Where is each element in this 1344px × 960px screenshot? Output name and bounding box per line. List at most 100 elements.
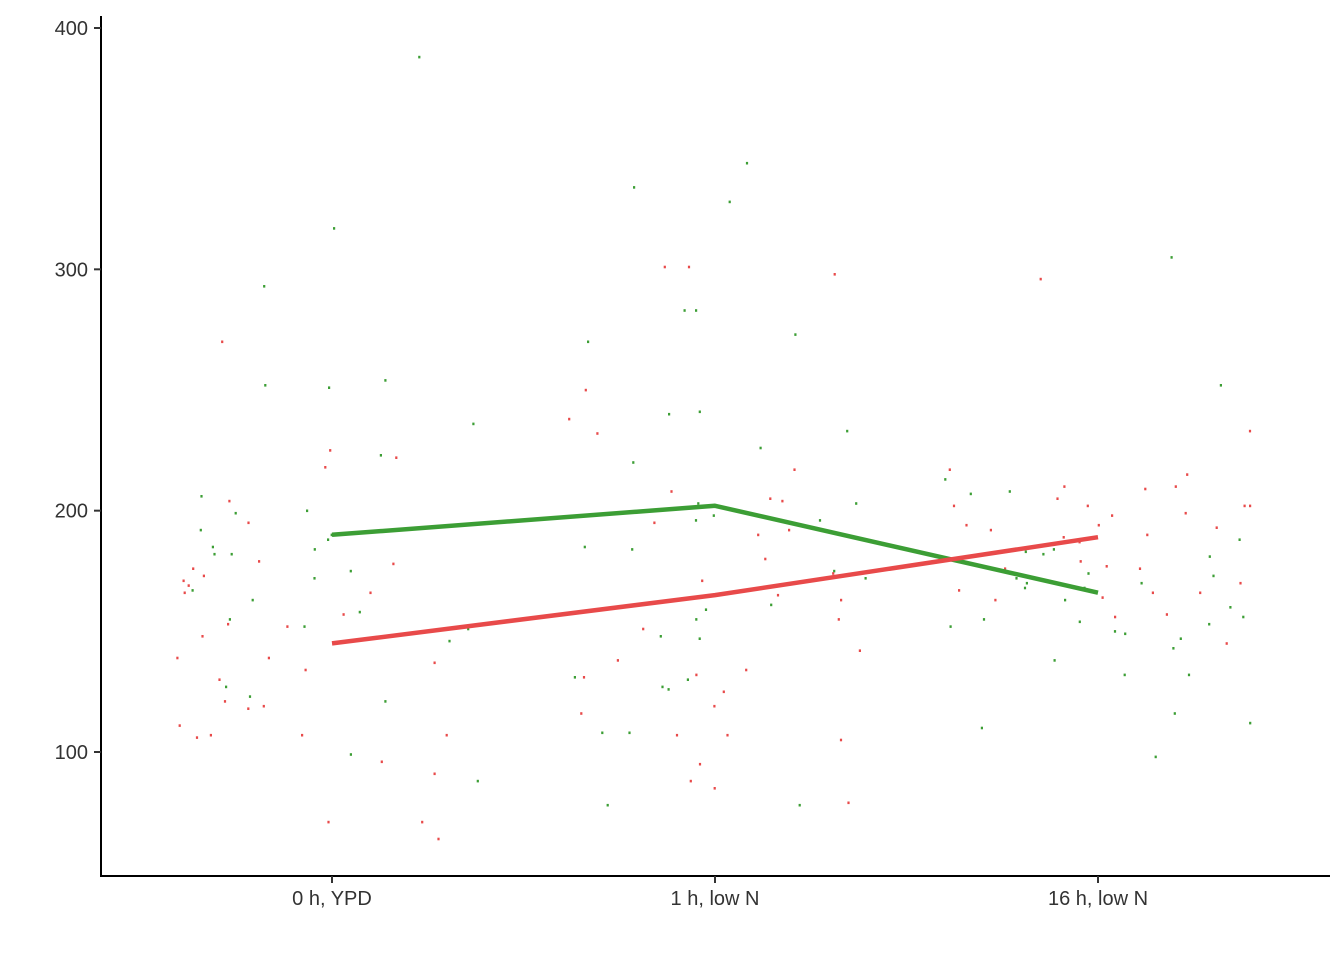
data-point — [380, 760, 383, 764]
data-point — [846, 429, 849, 433]
data-point — [342, 613, 345, 616]
data-point — [1173, 712, 1176, 715]
data-point — [840, 598, 843, 602]
data-point — [1101, 596, 1104, 599]
data-point — [1087, 572, 1090, 575]
data-point — [1052, 548, 1055, 551]
data-point — [392, 562, 395, 566]
data-point — [218, 678, 221, 681]
data-point — [200, 495, 203, 498]
data-point — [1053, 659, 1056, 662]
data-point — [584, 388, 587, 392]
data-point — [1015, 577, 1018, 580]
data-point — [712, 514, 715, 517]
data-point — [1239, 581, 1242, 585]
y-tick-label: 300 — [55, 259, 88, 281]
data-point — [1123, 673, 1126, 677]
data-point — [982, 618, 986, 621]
data-point — [221, 340, 224, 344]
data-point — [187, 584, 190, 587]
data-point — [769, 497, 772, 500]
data-point — [794, 333, 797, 336]
data-point — [395, 456, 398, 459]
data-point — [1086, 504, 1089, 508]
data-point — [1004, 567, 1007, 570]
data-point — [201, 635, 204, 638]
data-point — [1039, 277, 1042, 281]
data-point — [178, 724, 181, 727]
data-point — [223, 700, 227, 703]
data-point — [1186, 473, 1189, 476]
data-point — [582, 676, 586, 679]
data-point — [303, 625, 306, 628]
data-point — [225, 685, 228, 689]
data-point — [1113, 630, 1117, 633]
data-point — [587, 340, 590, 344]
data-point — [1042, 552, 1045, 556]
data-point — [949, 625, 952, 628]
data-point — [833, 569, 836, 573]
data-point — [1174, 485, 1177, 488]
data-point — [262, 704, 265, 708]
data-point — [670, 490, 673, 493]
data-point — [1219, 384, 1222, 387]
data-point — [258, 560, 261, 563]
data-point — [764, 557, 767, 561]
data-point — [1056, 497, 1059, 500]
data-point — [781, 499, 784, 503]
data-point — [616, 659, 619, 662]
data-point — [675, 733, 679, 737]
series-line-1 — [331, 503, 1099, 595]
axes — [100, 16, 1330, 877]
data-point — [583, 545, 586, 549]
data-point — [695, 673, 698, 677]
data-point — [832, 572, 835, 575]
y-tick-label: 200 — [55, 501, 88, 523]
data-point — [858, 649, 861, 652]
data-point — [980, 726, 983, 730]
data-point — [1170, 256, 1173, 259]
data-point — [663, 265, 666, 269]
data-point — [1063, 485, 1066, 488]
data-point — [745, 161, 749, 165]
data-point — [202, 574, 205, 578]
data-point — [818, 519, 822, 522]
y-tick-label: 400 — [55, 18, 88, 40]
data-point — [1215, 526, 1218, 529]
data-point — [349, 569, 352, 573]
data-point — [384, 700, 387, 703]
scatter-points-layer — [176, 55, 1252, 841]
data-point — [213, 552, 216, 556]
data-point — [1111, 514, 1114, 517]
data-point — [1165, 613, 1168, 616]
data-point — [965, 523, 968, 527]
data-point — [421, 820, 424, 824]
data-point — [798, 803, 801, 807]
data-point — [855, 502, 858, 505]
series-line-2 — [331, 534, 1099, 646]
data-point — [476, 779, 479, 783]
data-point — [701, 579, 704, 583]
data-point — [695, 618, 698, 621]
data-point — [1064, 598, 1067, 602]
data-point — [1154, 755, 1157, 759]
y-tick-label: 100 — [55, 742, 88, 764]
data-point — [1151, 591, 1154, 595]
data-point — [1208, 622, 1211, 626]
data-point — [195, 736, 199, 739]
data-point — [686, 678, 689, 681]
data-point — [228, 618, 231, 621]
data-point — [695, 309, 698, 312]
data-point — [306, 509, 309, 513]
data-point — [728, 200, 731, 204]
data-point — [433, 772, 436, 776]
x-tick-label: 1 h, low N — [671, 888, 760, 910]
data-point — [333, 227, 336, 230]
data-point — [304, 668, 307, 672]
data-point — [448, 639, 451, 643]
data-point — [211, 545, 214, 549]
data-point — [1184, 511, 1187, 515]
data-point — [228, 499, 231, 503]
data-point — [1079, 560, 1082, 563]
data-point — [1229, 606, 1232, 609]
